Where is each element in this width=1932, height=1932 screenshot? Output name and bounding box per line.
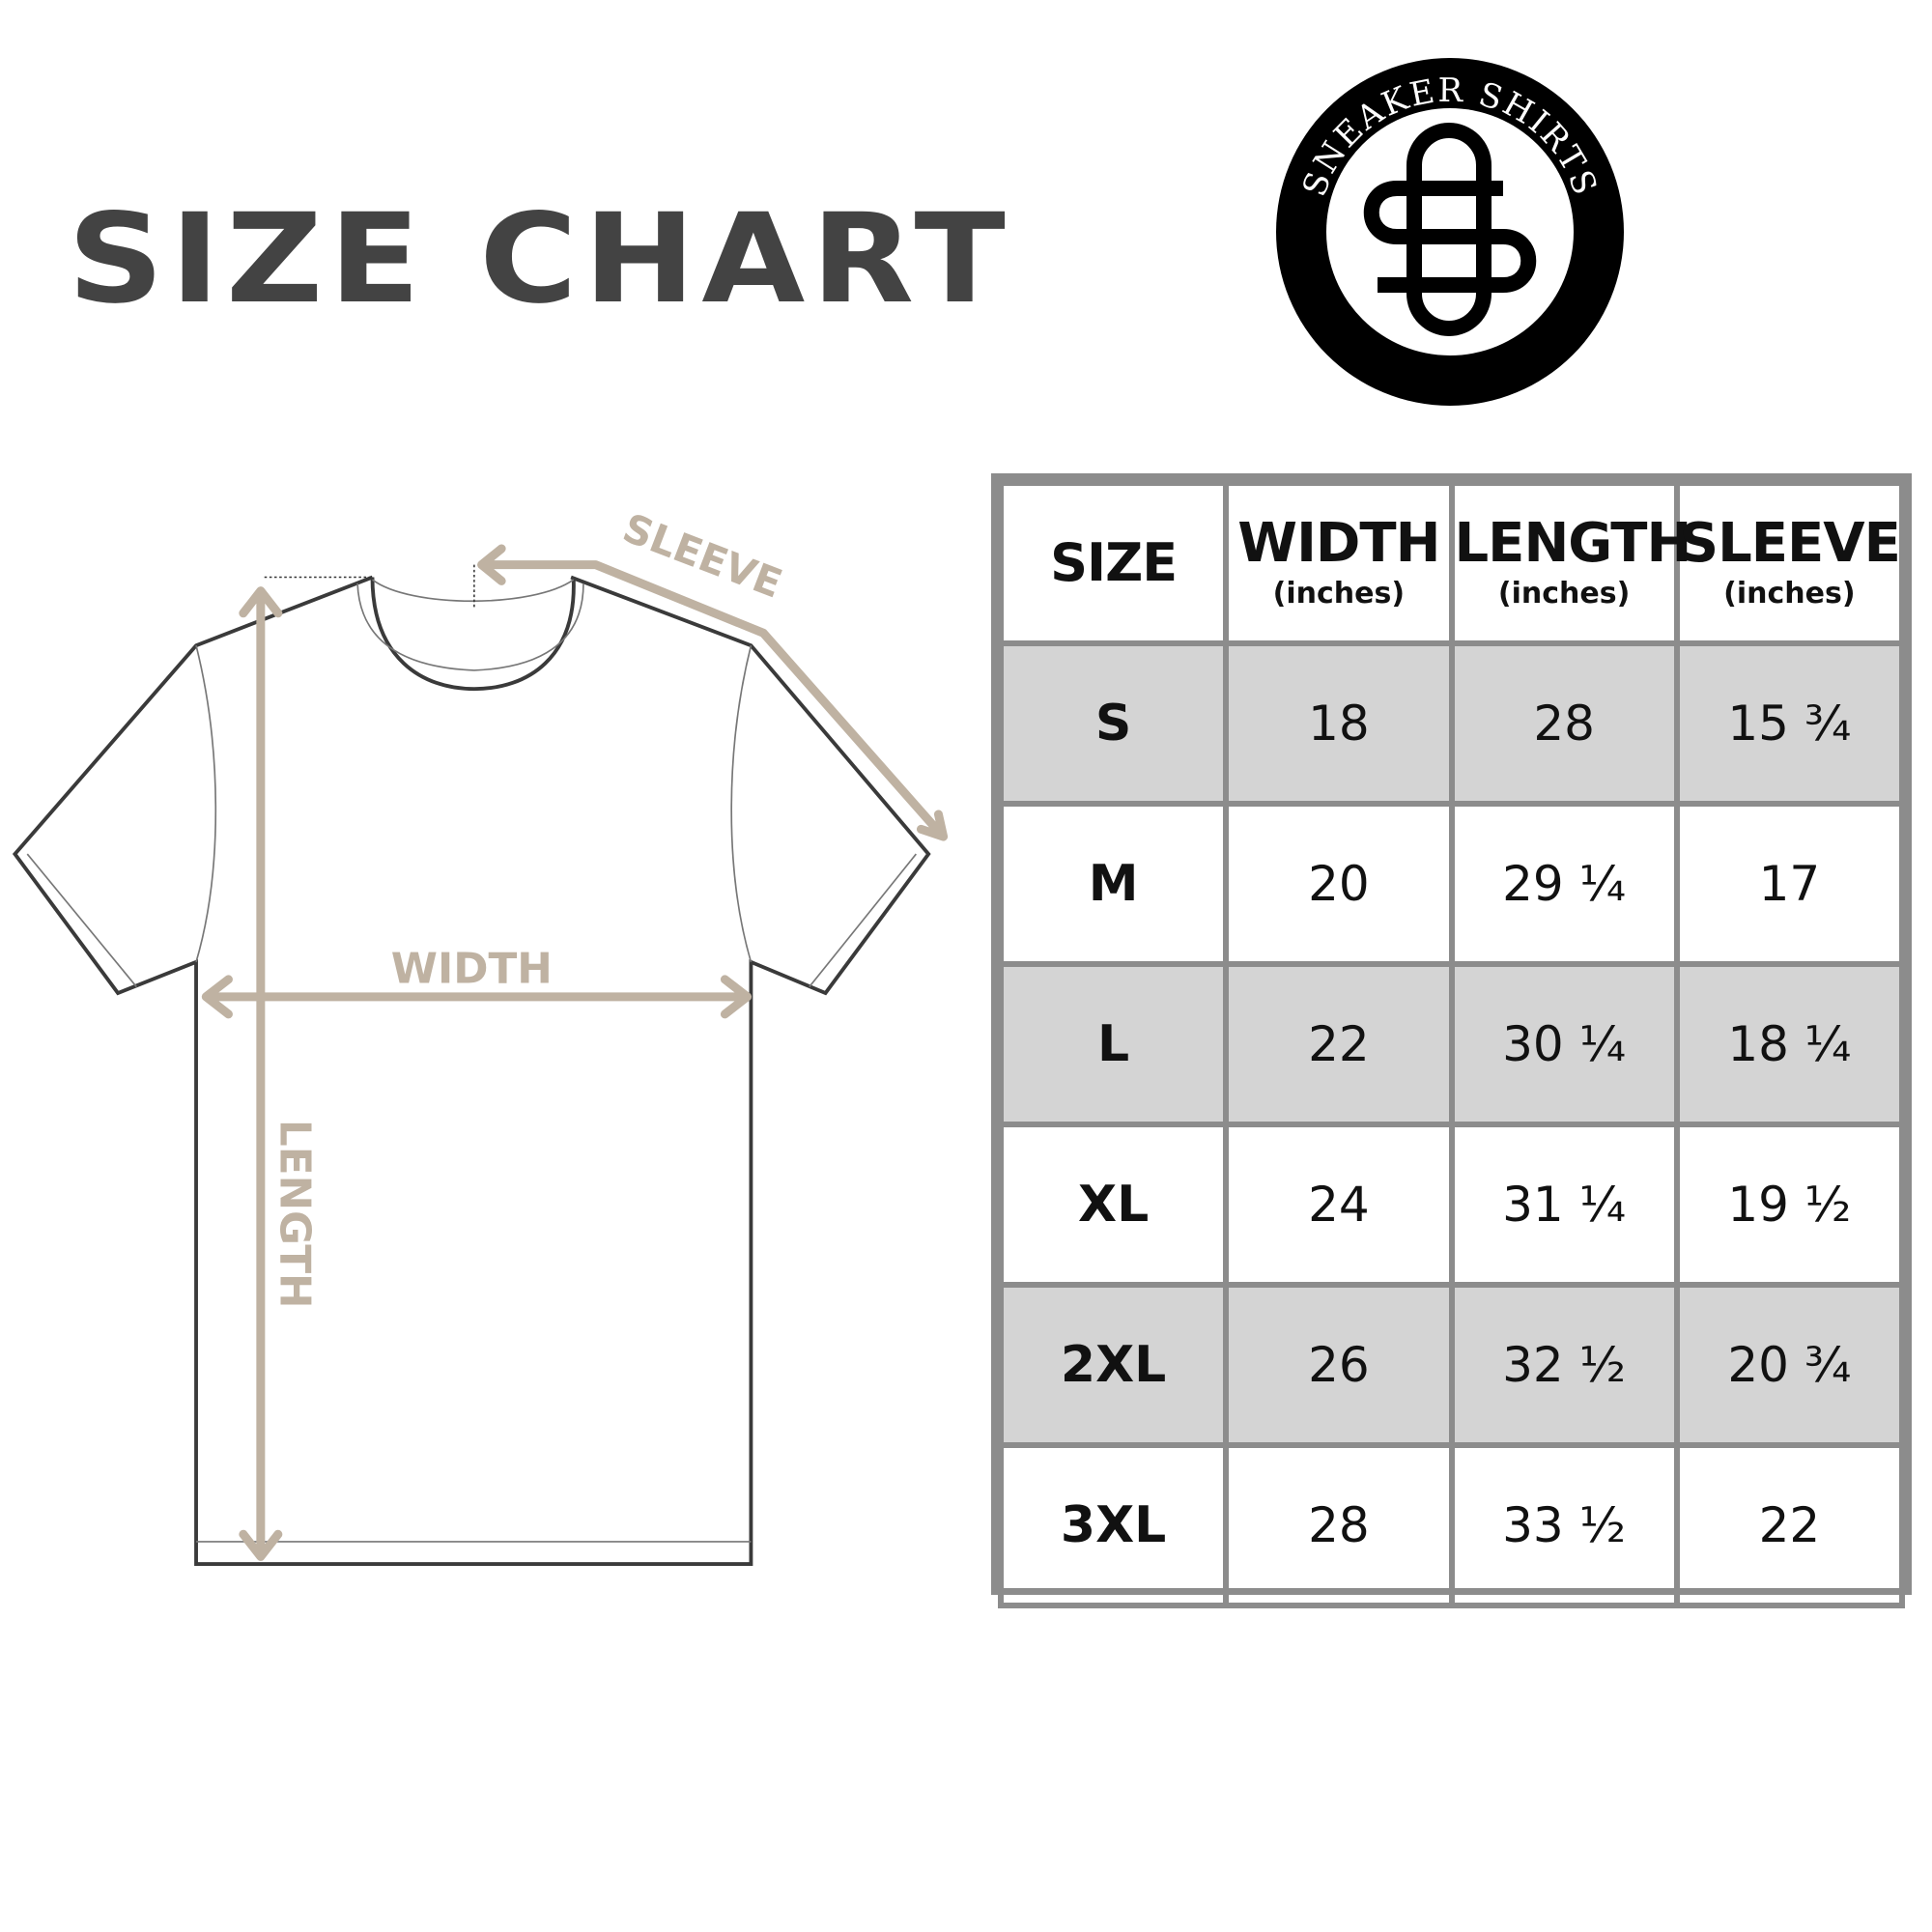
cell-length: 28 — [1448, 640, 1680, 807]
cell-length: 32 ½ — [1448, 1282, 1680, 1448]
cell-size: L — [997, 961, 1230, 1127]
cell-length: 31 ¼ — [1448, 1122, 1680, 1288]
cell-width: 24 — [1223, 1122, 1455, 1288]
collar-inner — [356, 582, 584, 671]
tshirt-outline — [12, 575, 931, 1567]
cell-sleeve: 17 — [1673, 801, 1906, 967]
header-sleeve: SLEEVE (inches) — [1673, 480, 1906, 646]
width-label: WIDTH — [391, 945, 553, 994]
page-title: SIZE CHART — [68, 187, 1012, 331]
sleeve-hem-left — [26, 853, 137, 988]
table-row: 3XL 28 33 ½ 22 — [997, 1442, 1906, 1608]
cell-sleeve: 19 ½ — [1673, 1122, 1906, 1288]
cell-size: 2XL — [997, 1282, 1230, 1448]
header-length: LENGTH (inches) — [1448, 480, 1691, 646]
sleeve-arrow — [477, 544, 949, 841]
length-label: LENGTH — [270, 1120, 319, 1309]
cell-length: 33 ½ — [1448, 1442, 1680, 1608]
armhole-right — [730, 644, 753, 963]
cell-width: 28 — [1223, 1442, 1455, 1608]
table-row: M 20 29 ¼ 17 — [997, 801, 1906, 967]
cell-length: 30 ¼ — [1448, 961, 1680, 1127]
table-row: 2XL 26 32 ½ 20 ¾ — [997, 1282, 1906, 1448]
cell-sleeve: 18 ¼ — [1673, 961, 1906, 1127]
table-row: L 22 30 ¼ 18 ¼ — [997, 961, 1906, 1127]
sleeve-label: SLEEVE — [616, 504, 788, 607]
header-width: WIDTH (inches) — [1223, 480, 1455, 646]
cell-sleeve: 20 ¾ — [1673, 1282, 1906, 1448]
size-chart-table: SIZE WIDTH (inches) LENGTH (inches) SLEEVE… — [991, 473, 1912, 1608]
brand-logo: SNEAKER SHIRTS OUTLET.COM — [1276, 58, 1624, 406]
table-row: XL 24 31 ¼ 19 ½ — [997, 1122, 1906, 1288]
cell-length: 29 ¼ — [1448, 801, 1680, 967]
cell-size: S — [997, 640, 1230, 807]
back-neck — [371, 579, 575, 603]
cell-width: 20 — [1223, 801, 1455, 967]
length-arrow — [239, 586, 283, 1561]
width-arrow — [201, 975, 753, 1019]
cell-size: XL — [997, 1122, 1230, 1288]
sleeve-hem-right — [809, 853, 917, 988]
cell-size: 3XL — [997, 1442, 1230, 1608]
table-row: S 18 28 15 ¾ — [997, 640, 1906, 807]
cell-width: 22 — [1223, 961, 1455, 1127]
cell-sleeve: 22 — [1673, 1442, 1906, 1608]
cell-size: M — [997, 801, 1230, 967]
cell-sleeve: 15 ¾ — [1673, 640, 1906, 807]
cell-width: 26 — [1223, 1282, 1455, 1448]
armhole-left — [195, 644, 217, 963]
cell-width: 18 — [1223, 640, 1455, 807]
monogram-icon — [1363, 123, 1537, 336]
neckline — [370, 577, 576, 692]
table-header-row: SIZE WIDTH (inches) LENGTH (inches) SLEEVE… — [997, 480, 1906, 646]
header-size: SIZE — [997, 480, 1230, 646]
